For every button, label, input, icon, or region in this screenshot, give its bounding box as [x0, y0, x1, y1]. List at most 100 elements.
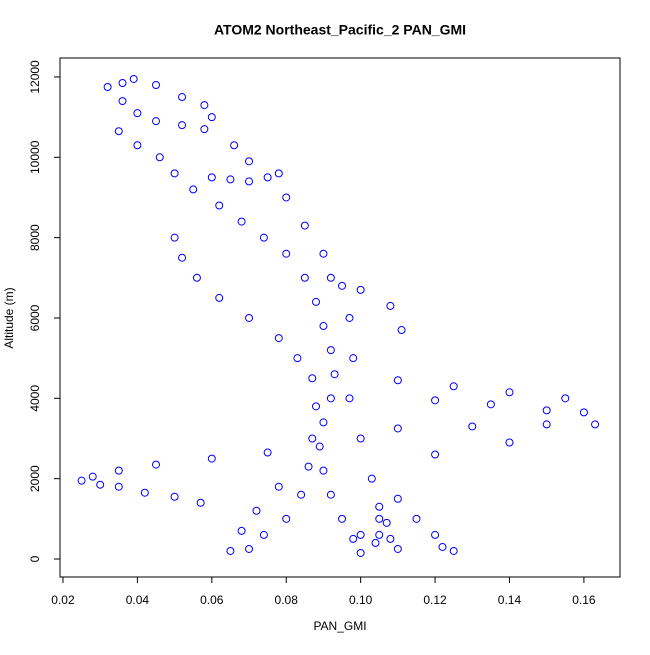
data-point — [312, 297, 320, 306]
x-tick-label: 0.06 — [200, 593, 224, 607]
data-point — [393, 544, 402, 553]
y-tick-label: 2000 — [28, 465, 42, 492]
data-point — [319, 418, 328, 427]
x-tick-label: 0.10 — [349, 593, 373, 607]
data-point — [274, 169, 283, 178]
data-point — [349, 354, 358, 363]
data-point — [245, 313, 254, 322]
data-point — [319, 466, 328, 475]
data-point — [152, 80, 160, 89]
y-tick-label: 8000 — [28, 224, 42, 251]
data-point — [133, 141, 142, 150]
data-point — [431, 450, 440, 459]
data-point — [382, 518, 391, 527]
data-point — [326, 490, 335, 499]
x-axis-label: PAN_GMI — [313, 619, 366, 633]
x-tick-label: 0.12 — [423, 593, 447, 607]
data-point — [579, 408, 588, 417]
data-point — [326, 273, 335, 282]
data-point — [114, 482, 123, 491]
data-point — [297, 490, 306, 499]
y-tick-label: 6000 — [28, 304, 42, 331]
data-point — [178, 121, 187, 130]
data-point — [356, 434, 365, 443]
data-point — [114, 466, 123, 475]
data-point — [259, 233, 268, 242]
data-point — [245, 544, 254, 553]
data-point — [282, 193, 291, 202]
data-point — [77, 476, 86, 485]
data-point — [152, 117, 160, 126]
data-point — [542, 420, 551, 429]
data-point — [245, 177, 254, 186]
data-point — [319, 249, 328, 258]
data-point — [259, 530, 268, 539]
data-point — [215, 293, 224, 302]
data-point — [207, 454, 216, 463]
data-point — [330, 370, 339, 379]
data-point — [393, 376, 402, 385]
y-tick-label: 10000 — [28, 140, 42, 174]
data-point — [412, 514, 421, 523]
data-point — [103, 83, 112, 92]
data-point — [326, 346, 335, 355]
data-point — [118, 97, 127, 106]
data-point — [274, 334, 283, 343]
data-point — [170, 492, 179, 501]
data-point — [215, 201, 224, 210]
data-point — [140, 488, 149, 497]
data-point — [304, 462, 313, 471]
data-point — [375, 502, 384, 511]
data-point — [178, 93, 187, 102]
data-point — [371, 538, 380, 547]
data-point — [263, 173, 272, 182]
data-point — [252, 506, 261, 515]
data-point — [349, 534, 358, 543]
data-point — [196, 498, 205, 507]
data-point — [431, 396, 440, 405]
data-point — [393, 424, 402, 433]
data-point — [178, 253, 187, 262]
chart-title: ATOM2 Northeast_Pacific_2 PAN_GMI — [214, 22, 466, 38]
data-point — [300, 273, 309, 282]
data-point — [542, 406, 551, 415]
data-point — [274, 482, 283, 491]
data-point — [449, 382, 458, 391]
x-tick-label: 0.14 — [498, 593, 522, 607]
data-point — [200, 125, 209, 134]
data-point — [356, 530, 365, 539]
data-point — [300, 221, 309, 230]
data-point — [189, 185, 198, 194]
data-point — [152, 460, 160, 469]
x-tick-label: 0.16 — [572, 593, 596, 607]
data-point — [505, 438, 514, 447]
data-point — [319, 322, 328, 331]
data-point — [226, 175, 235, 184]
data-point — [561, 394, 570, 403]
y-axis-label: Altitude (m) — [2, 287, 16, 348]
data-point — [345, 313, 354, 322]
data-point — [505, 388, 514, 397]
data-point — [245, 157, 254, 166]
data-point — [338, 514, 347, 523]
data-point — [170, 169, 179, 178]
data-point — [170, 233, 179, 242]
data-point — [438, 542, 447, 551]
data-point — [293, 354, 302, 363]
data-point — [308, 374, 317, 383]
data-point — [118, 78, 127, 87]
data-point — [431, 530, 440, 539]
x-tick-label: 0.08 — [275, 593, 299, 607]
data-point — [468, 422, 477, 431]
data-point — [449, 546, 458, 555]
data-point — [326, 394, 335, 403]
data-point — [230, 141, 239, 150]
data-point — [263, 448, 272, 457]
x-tick-label: 0.04 — [126, 593, 150, 607]
data-point — [386, 301, 395, 310]
x-tick-label: 0.02 — [51, 593, 75, 607]
data-point — [133, 109, 142, 118]
y-tick-label: 4000 — [28, 385, 42, 412]
data-point — [356, 548, 365, 557]
